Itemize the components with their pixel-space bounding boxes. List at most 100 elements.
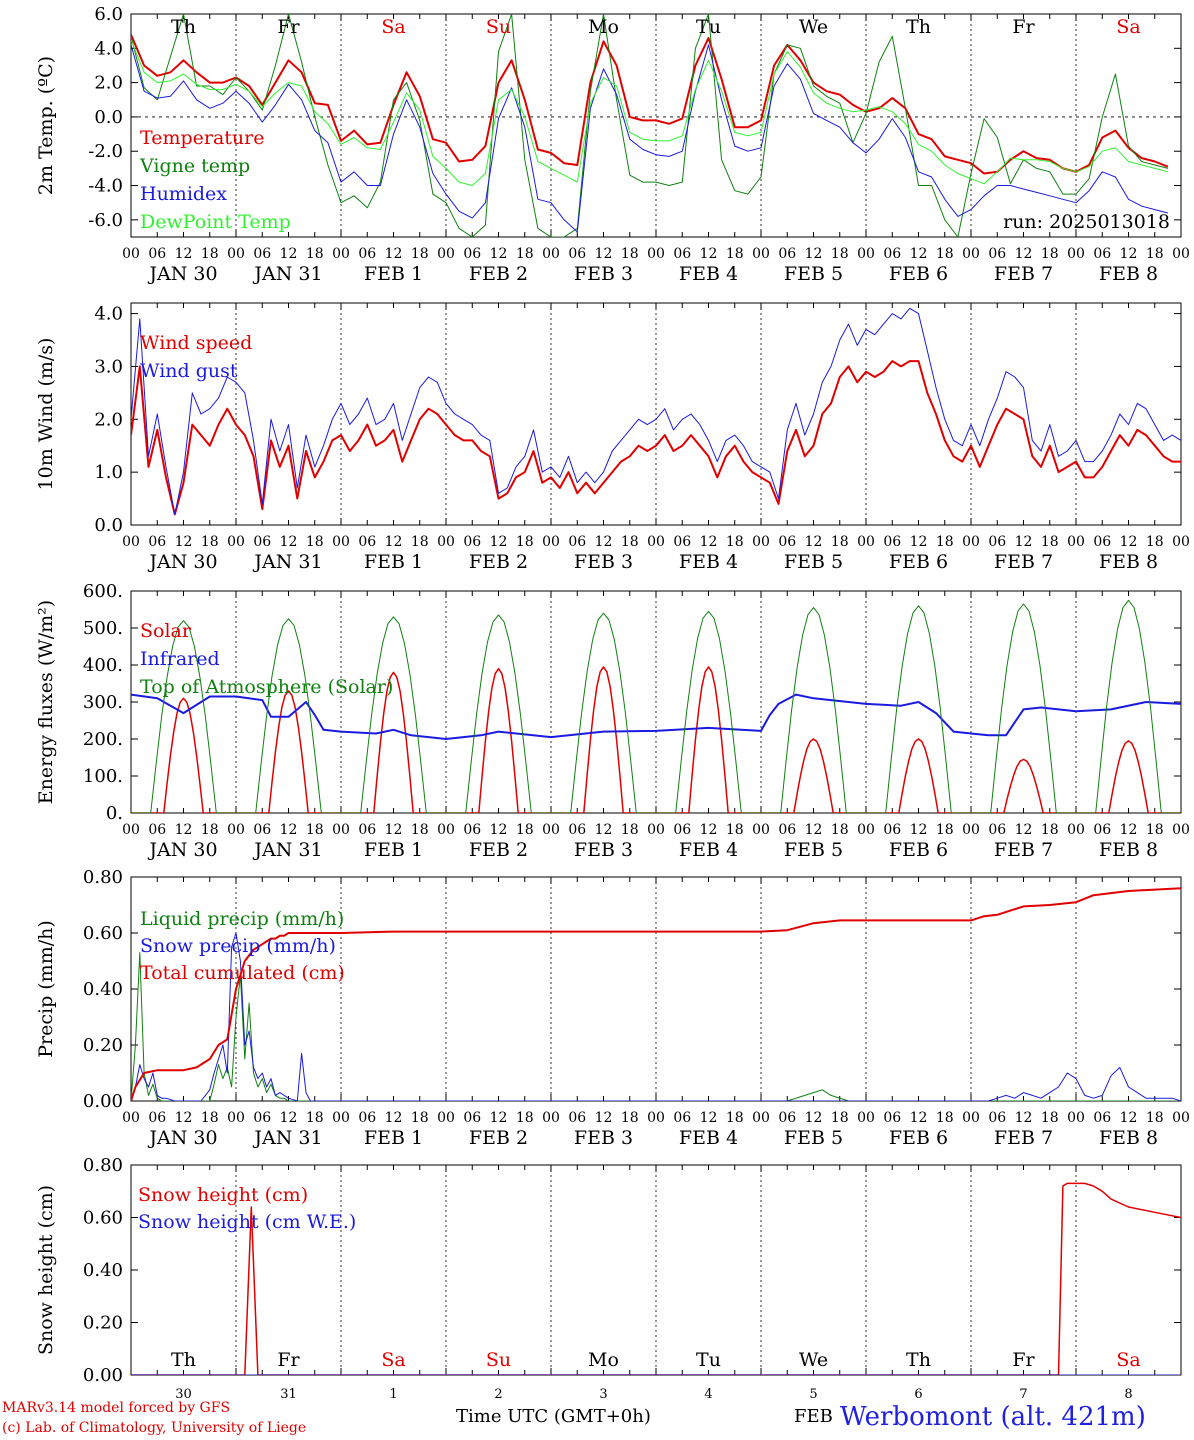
- panel-5: 0.00 0.20 0.40 0.60 0.80 Snow height (cm) Snow…: [35, 1155, 1182, 1402]
- station-name: Werbomont (alt. 421m): [840, 1402, 1146, 1432]
- date-label: FEB 5: [784, 551, 843, 573]
- hour-tick-label: 18: [621, 246, 639, 262]
- hour-tick-label: 12: [595, 534, 613, 550]
- hour-tick-label: 18: [411, 246, 429, 262]
- day-of-week-label: Su: [486, 16, 511, 38]
- date-label: FEB 1: [364, 551, 423, 573]
- hour-tick-label: 12: [385, 246, 403, 262]
- date-label: FEB 5: [784, 839, 843, 861]
- hour-tick-label: 12: [1120, 534, 1138, 550]
- y-tick-label: 400.: [83, 655, 123, 676]
- day-of-week-label: Fr: [1012, 16, 1035, 38]
- hour-tick-label: 00: [857, 1110, 875, 1126]
- hour-tick-label: 18: [411, 534, 429, 550]
- date-label: JAN 31: [252, 263, 322, 285]
- hour-tick-label: 18: [831, 822, 849, 838]
- hour-tick-label: 00: [1172, 246, 1190, 262]
- day-number-label: 31: [280, 1387, 297, 1402]
- hour-tick-label: 06: [358, 822, 376, 838]
- date-label: JAN 30: [147, 839, 217, 861]
- day-number-label: 2: [494, 1387, 502, 1402]
- legend-entry: Wind speed: [140, 332, 252, 354]
- day-of-week-label: Tu: [696, 1349, 721, 1371]
- hour-tick-label: 18: [1041, 246, 1059, 262]
- hour-tick-label: 18: [936, 534, 954, 550]
- y-tick-label: 0.60: [83, 923, 123, 944]
- hour-tick-label: 00: [1172, 1110, 1190, 1126]
- hour-tick-label: 00: [227, 1110, 245, 1126]
- hour-tick-label: 06: [463, 246, 481, 262]
- hour-tick-label: 12: [280, 822, 298, 838]
- day-of-week-label: Mo: [588, 16, 619, 38]
- series-line-3: [131, 887, 1181, 1101]
- hour-tick-label: 12: [490, 822, 508, 838]
- y-axis-label: Snow height (cm): [35, 1185, 57, 1355]
- hour-tick-label: 12: [910, 246, 928, 262]
- day-number-label: 3: [599, 1387, 607, 1402]
- hour-tick-label: 06: [778, 534, 796, 550]
- hour-tick-label: 00: [647, 1110, 665, 1126]
- hour-tick-label: 00: [752, 246, 770, 262]
- hour-tick-label: 12: [175, 1110, 193, 1126]
- y-tick-label: -2.0: [88, 141, 123, 162]
- legend-entry: Solar: [140, 620, 192, 642]
- hour-tick-label: 18: [1146, 1110, 1164, 1126]
- y-tick-label: 4.0: [94, 38, 123, 59]
- hour-tick-label: 00: [962, 822, 980, 838]
- date-label: FEB 8: [1099, 839, 1158, 861]
- model-credit-line: MARv3.14 model forced by GFS: [2, 1400, 231, 1416]
- hour-tick-label: 06: [778, 246, 796, 262]
- series-line-1: [131, 1182, 1181, 1375]
- hour-tick-label: 12: [490, 246, 508, 262]
- legend-entry: DewPoint Temp: [140, 211, 291, 233]
- day-of-week-label: Th: [906, 16, 931, 38]
- date-label: FEB 3: [574, 839, 633, 861]
- hour-tick-label: 00: [752, 534, 770, 550]
- hour-tick-label: 06: [883, 822, 901, 838]
- legend-entry: Vigne temp: [139, 155, 250, 177]
- hour-tick-label: 00: [542, 1110, 560, 1126]
- hour-tick-label: 12: [910, 822, 928, 838]
- y-tick-label: 0.: [106, 803, 123, 824]
- hour-tick-label: 00: [1067, 246, 1085, 262]
- hour-tick-label: 18: [831, 1110, 849, 1126]
- hour-tick-label: 12: [595, 1110, 613, 1126]
- panel-1: 6.0 4.0 2.0 0.0 -2.0 -4.0 -6.0 2m Temp. (ºC) Tem…: [35, 4, 1190, 285]
- series-line-1: [131, 360, 1181, 516]
- day-of-week-label: Th: [906, 1349, 931, 1371]
- hour-tick-label: 12: [175, 534, 193, 550]
- day-of-week-label: Sa: [1116, 1349, 1140, 1371]
- y-tick-label: 2.0: [94, 409, 123, 430]
- day-of-week-label: Sa: [381, 1349, 405, 1371]
- day-of-week-label: Th: [171, 1349, 196, 1371]
- hour-tick-label: 06: [673, 822, 691, 838]
- hour-tick-label: 00: [962, 534, 980, 550]
- hour-tick-label: 06: [358, 1110, 376, 1126]
- hour-tick-label: 06: [358, 534, 376, 550]
- date-label: JAN 30: [147, 263, 217, 285]
- hour-tick-label: 00: [542, 534, 560, 550]
- hour-tick-label: 12: [700, 246, 718, 262]
- hour-tick-label: 12: [385, 822, 403, 838]
- date-label: FEB 6: [889, 263, 948, 285]
- y-tick-label: 0.60: [83, 1208, 123, 1229]
- y-tick-label: 2.0: [94, 73, 123, 94]
- hour-tick-label: 12: [1015, 534, 1033, 550]
- day-of-week-label: Sa: [381, 16, 405, 38]
- day-number-label: 5: [809, 1387, 817, 1402]
- hour-tick-label: 18: [201, 534, 219, 550]
- hour-tick-label: 00: [122, 1110, 140, 1126]
- date-label: FEB 7: [994, 551, 1053, 573]
- hour-tick-label: 18: [411, 822, 429, 838]
- hour-tick-label: 12: [1015, 1110, 1033, 1126]
- series-line-3: [131, 44, 1169, 233]
- hour-tick-label: 12: [175, 246, 193, 262]
- hour-tick-label: 00: [437, 822, 455, 838]
- hour-tick-label: 12: [490, 1110, 508, 1126]
- series-line-2: [131, 14, 1169, 237]
- hour-tick-label: 00: [332, 1110, 350, 1126]
- y-tick-label: 0.0: [94, 515, 123, 536]
- hour-tick-label: 18: [201, 1110, 219, 1126]
- hour-tick-label: 06: [988, 534, 1006, 550]
- hour-tick-label: 18: [831, 246, 849, 262]
